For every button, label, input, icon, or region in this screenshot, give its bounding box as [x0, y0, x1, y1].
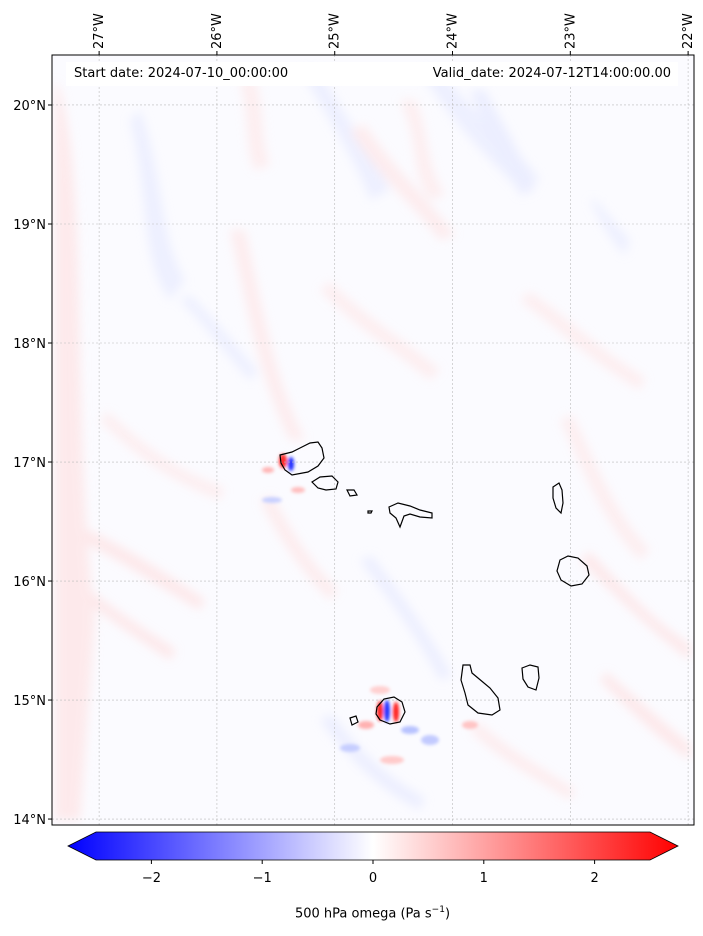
gridlines	[52, 55, 694, 825]
colorbar-label-suffix: )	[444, 906, 451, 922]
lon-label: 25°W	[328, 13, 343, 49]
colorbar-outline	[67, 831, 679, 861]
island-santa-luzia	[346, 489, 358, 497]
lon-label: 23°W	[563, 13, 578, 49]
title-band	[66, 62, 678, 86]
colorbar-tick-label: 0	[369, 871, 377, 886]
island-santiago	[460, 664, 501, 716]
start-date-label: Start date: 2024-07-10_00:00:00	[74, 66, 289, 81]
omega-field	[55, 70, 690, 820]
lon-label: 26°W	[210, 13, 225, 49]
islands	[279, 441, 590, 726]
colorbar-tick-label: 1	[480, 871, 488, 886]
colorbar-tick-label: −1	[253, 871, 272, 886]
island-sao-vicente	[311, 475, 339, 491]
island-boa-vista	[556, 555, 590, 587]
longitude-labels: 27°W 26°W 25°W 24°W 23°W 22°W	[92, 13, 696, 55]
island-maio	[521, 664, 540, 691]
island-brava	[349, 715, 359, 726]
colorbar-label: 500 hPa omega (Pa s−1)	[0, 905, 703, 921]
map-frame	[51, 54, 695, 826]
colorbar: −2 −1 0 1 2	[67, 831, 679, 886]
colorbar-label-prefix: 500 hPa omega (Pa s	[294, 906, 432, 922]
lat-label: 17°N	[13, 456, 46, 471]
lat-label: 20°N	[13, 99, 46, 114]
colorbar-label-sup: −1	[431, 905, 445, 915]
island-sao-nicolau	[388, 502, 433, 529]
island-razo	[367, 510, 373, 514]
colorbar-tick-label: −2	[142, 871, 161, 886]
colorbar-tick-label: 2	[590, 871, 598, 886]
lon-label: 27°W	[92, 13, 107, 49]
lat-label: 16°N	[13, 575, 46, 590]
colorbar-ticks: −2 −1 0 1 2	[142, 860, 599, 886]
lat-label: 15°N	[13, 694, 46, 709]
lat-label: 19°N	[13, 218, 46, 233]
island-santo-antao	[279, 441, 325, 476]
valid-date-label: Valid_date: 2024-07-12T14:00:00.00	[432, 66, 671, 81]
lat-label: 14°N	[13, 813, 46, 828]
lon-label: 22°W	[681, 13, 696, 49]
island-fogo	[375, 696, 406, 725]
lat-label: 18°N	[13, 337, 46, 352]
colorbar-gradient	[68, 832, 678, 860]
latitude-labels: 20°N 19°N 18°N 17°N 16°N 15°N 14°N	[13, 99, 52, 828]
island-sal	[552, 482, 564, 515]
lon-label: 24°W	[446, 13, 461, 49]
